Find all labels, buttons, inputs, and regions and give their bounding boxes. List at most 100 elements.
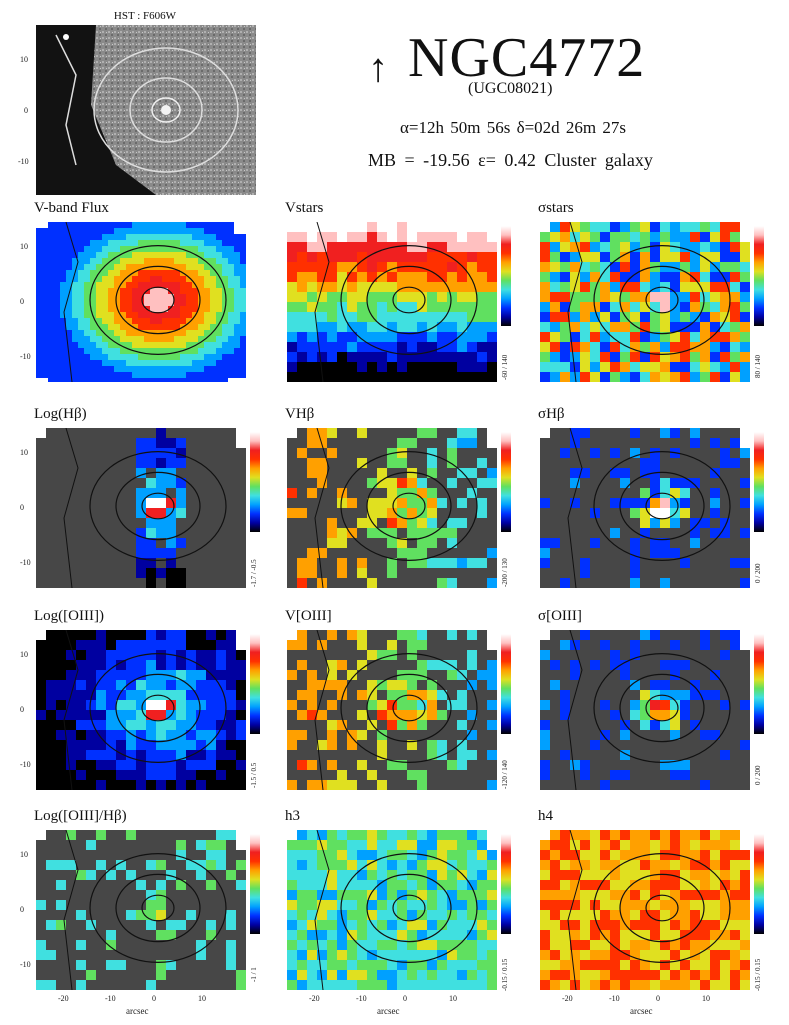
colorbar-range: -120 / 140 (501, 760, 509, 790)
isophote-contour (366, 265, 452, 335)
panel-title-log-oiii: Log([OIII]) (34, 608, 104, 624)
map-panel-vel-hb (287, 428, 497, 588)
map-panel-vel-stars (287, 222, 497, 382)
map-panel-ratio (36, 830, 246, 990)
colorbar (754, 432, 764, 532)
panel-title-sig-hb: σHβ (538, 406, 565, 422)
map-image-sig-stars (540, 222, 750, 382)
isophote-contour (340, 450, 478, 562)
map-image-h4 (540, 830, 750, 990)
isophote-contour (141, 694, 175, 722)
map-image-ratio (36, 830, 246, 990)
isophote-contour (645, 894, 679, 922)
y-tick-label: 10 (20, 650, 28, 659)
colorbar-range: -200 / 130 (501, 558, 509, 588)
x-tick-label: 10 (702, 994, 710, 1003)
isophote-contour (115, 471, 201, 541)
isophote-contour (619, 471, 705, 541)
colorbar-range: -0.15 / 0.15 (501, 958, 509, 992)
x-tick-label: -10 (105, 994, 116, 1003)
colorbar (501, 226, 511, 326)
y-tick-label: -10 (20, 558, 31, 567)
isophote-contour (593, 652, 731, 764)
colorbar-range: 80 / 140 (754, 355, 762, 379)
galaxy-name: NGC4772 (408, 27, 646, 89)
hst-ytick-0: 0 (24, 106, 28, 115)
colorbar (754, 634, 764, 734)
isophote-contour (141, 492, 175, 520)
x-tick-label: -20 (562, 994, 573, 1003)
isophote-contour (366, 471, 452, 541)
catalog-name: (UGC08021) (468, 80, 553, 97)
map-image-flux (36, 222, 246, 382)
isophote-contour (115, 265, 201, 335)
map-image-log-oiii (36, 630, 246, 790)
x-axis-label: arcsec (630, 1006, 653, 1016)
hst-ytick-minus10: -10 (18, 157, 29, 166)
y-tick-label: 0 (20, 905, 24, 914)
colorbar (501, 634, 511, 734)
y-tick-label: 10 (20, 850, 28, 859)
isophote-contour (89, 244, 227, 356)
y-tick-label: 10 (20, 448, 28, 457)
isophote-contour (115, 673, 201, 743)
isophote-contour (340, 852, 478, 964)
y-tick-label: -10 (20, 960, 31, 969)
colorbar (250, 634, 260, 734)
panel-title-sig-oiii: σ[OIII] (538, 608, 582, 624)
colorbar (754, 226, 764, 326)
panel-title-h3: h3 (285, 808, 300, 824)
isophote-contour (619, 873, 705, 943)
isophote-contour (593, 244, 731, 356)
isophote-contour (645, 286, 679, 314)
colorbar (250, 834, 260, 934)
isophote-contour (619, 673, 705, 743)
panel-title-vel-oiii: V[OIII] (285, 608, 332, 624)
x-axis-label: arcsec (377, 1006, 400, 1016)
north-arrow-icon: ↑ (368, 45, 388, 90)
x-tick-label: -20 (309, 994, 320, 1003)
y-tick-label: 0 (20, 297, 24, 306)
panel-title-vel-hb: VHβ (285, 406, 315, 422)
colorbar (754, 834, 764, 934)
x-tick-label: -20 (58, 994, 69, 1003)
isophote-contour (645, 492, 679, 520)
map-panel-log-hb (36, 428, 246, 588)
y-tick-label: 0 (20, 705, 24, 714)
isophote-contour (392, 694, 426, 722)
map-panel-sig-hb (540, 428, 750, 588)
map-image-vel-stars (287, 222, 497, 382)
colorbar-range: -0.15 / 0.15 (754, 958, 762, 992)
y-tick-label: -10 (20, 760, 31, 769)
isophote-contour (593, 852, 731, 964)
map-panel-vel-oiii (287, 630, 497, 790)
map-panel-sig-stars (540, 222, 750, 382)
galaxy-properties: MB = -19.56 ε= 0.42 Cluster galaxy (368, 150, 653, 170)
colorbar (501, 834, 511, 934)
colorbar-range: -1 / 1 (250, 967, 258, 983)
map-panel-log-oiii (36, 630, 246, 790)
isophote-contour (141, 286, 175, 314)
x-tick-label: 10 (449, 994, 457, 1003)
panel-title-vel-stars: Vstars (285, 200, 324, 216)
colorbar-range: 0 / 200 (754, 563, 762, 583)
map-image-sig-hb (540, 428, 750, 588)
map-image-sig-oiii (540, 630, 750, 790)
hst-image (36, 25, 256, 195)
isophote-contour (366, 673, 452, 743)
panel-title-flux: V-band Flux (34, 200, 109, 216)
x-axis-label: arcsec (126, 1006, 149, 1016)
hst-ytick-10: 10 (20, 55, 28, 64)
isophote-contour (340, 652, 478, 764)
colorbar-range: 0 / 200 (754, 765, 762, 785)
map-panel-flux (36, 222, 246, 382)
isophote-contour (619, 265, 705, 335)
isophote-contour (89, 450, 227, 562)
isophote-contour (115, 873, 201, 943)
coordinates: α=12h 50m 56s δ=02d 26m 27s (400, 118, 627, 137)
x-tick-label: -10 (609, 994, 620, 1003)
x-tick-label: 0 (656, 994, 660, 1003)
map-image-vel-hb (287, 428, 497, 588)
map-panel-sig-oiii (540, 630, 750, 790)
isophote-contour (89, 852, 227, 964)
